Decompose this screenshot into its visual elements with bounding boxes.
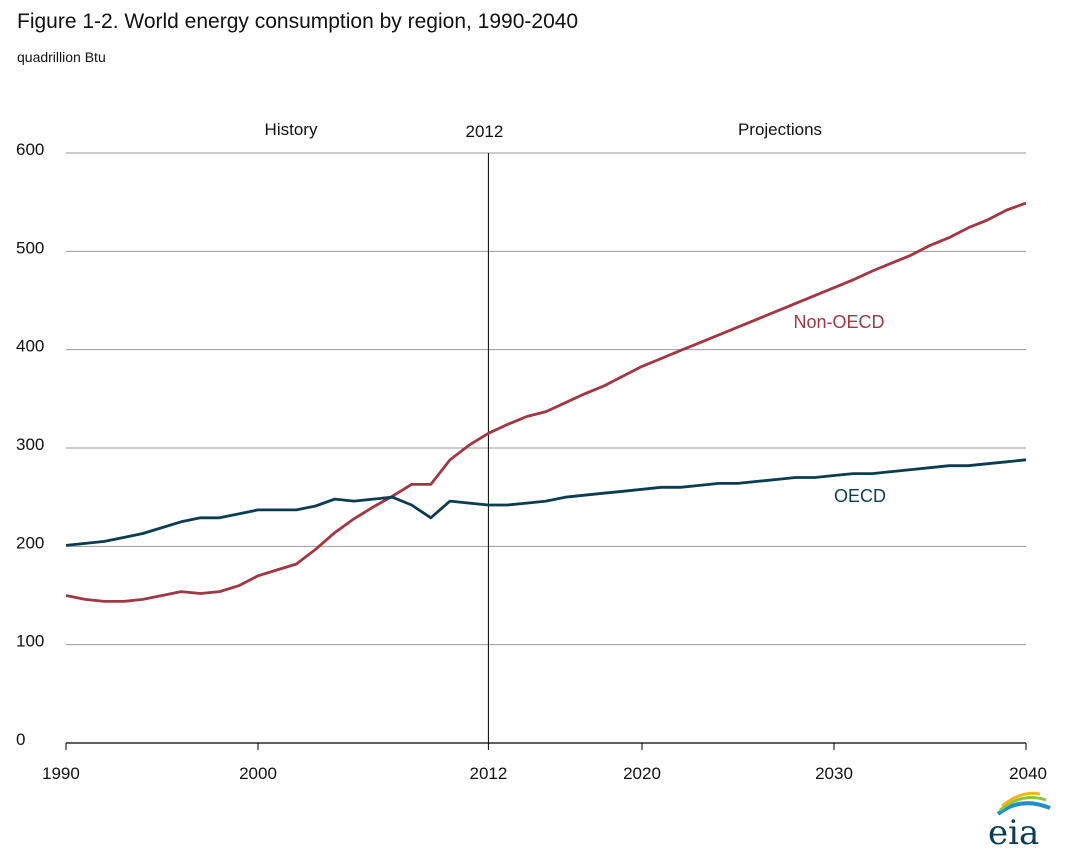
y-tick-label-500: 500 [16, 238, 44, 257]
y-tick-label-600: 600 [16, 140, 44, 159]
x-tick-label-2020: 2020 [623, 764, 661, 783]
gridlines [66, 152, 1026, 744]
chart-unit-label: quadrillion Btu [17, 49, 106, 65]
projections-label: Projections [738, 120, 822, 139]
x-tick-label-2000: 2000 [239, 764, 277, 783]
x-tick-label-2030: 2030 [815, 764, 853, 783]
series-label-non-oecd: Non-OECD [793, 312, 884, 332]
eia-logo: eia [988, 791, 1051, 848]
series-line-non-oecd [65, 201, 1027, 603]
x-tick-label-1990: 1990 [42, 764, 80, 783]
divider-year-label: 2012 [465, 122, 503, 141]
y-tick-label-400: 400 [16, 337, 44, 356]
x-tick-label-2012: 2012 [469, 764, 507, 783]
series-label-oecd: OECD [834, 486, 886, 506]
series-labels: Non-OECD OECD [793, 312, 886, 506]
x-tick-label-2040: 2040 [1009, 764, 1047, 783]
series-line-oecd [65, 458, 1027, 547]
series-lines [65, 201, 1027, 603]
y-axis: 0 100 200 300 400 500 600 [16, 140, 44, 749]
history-label: History [265, 120, 318, 139]
y-tick-label-100: 100 [16, 632, 44, 651]
eia-logo-text: eia [988, 813, 1039, 848]
y-tick-label-200: 200 [16, 533, 44, 552]
annotations: History 2012 Projections [265, 120, 823, 141]
y-tick-label-300: 300 [16, 435, 44, 454]
x-axis: 1990 2000 2012 2020 2030 2040 [42, 743, 1047, 783]
chart-title: Figure 1-2. World energy consumption by … [17, 10, 579, 33]
y-tick-label-0: 0 [16, 730, 25, 749]
